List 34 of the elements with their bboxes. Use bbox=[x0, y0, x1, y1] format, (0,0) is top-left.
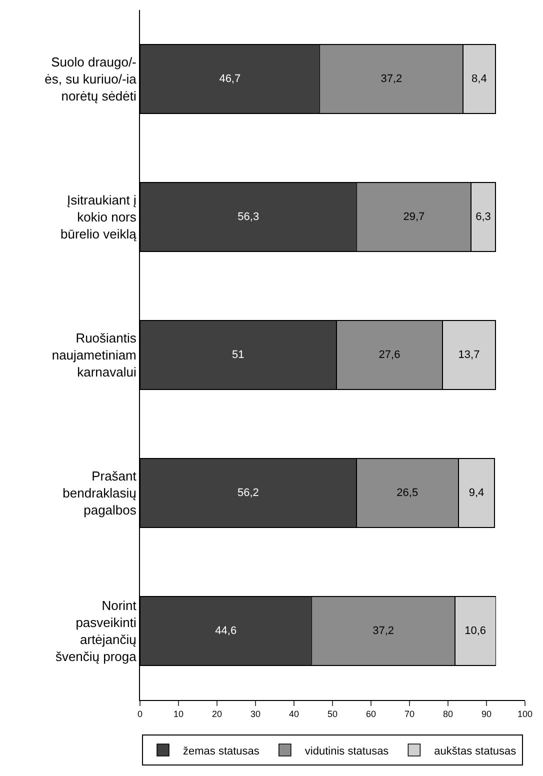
x-tick-label: 70 bbox=[404, 708, 415, 719]
x-tick-label: 90 bbox=[481, 708, 492, 719]
x-tick-label: 50 bbox=[327, 708, 338, 719]
data-label: 51 bbox=[232, 349, 244, 361]
y-tick-label: Suolo draugo/- ės, su kuriuo/-ia norėtų sėdėti bbox=[44, 54, 138, 104]
x-tick-label: 60 bbox=[366, 708, 376, 719]
data-label: 29,7 bbox=[403, 211, 425, 223]
data-label: 9,4 bbox=[468, 487, 484, 499]
y-tick-label: Įsitraukiant į kokio nors būrelio veiklą bbox=[60, 192, 138, 242]
x-tick-label: 0 bbox=[137, 708, 143, 719]
x-tick-label: 30 bbox=[250, 708, 261, 719]
data-label: 46,7 bbox=[219, 73, 241, 85]
x-tick-label: 20 bbox=[212, 708, 222, 719]
x-tick-label: 80 bbox=[442, 708, 454, 719]
legend-label: aukštas statusas bbox=[434, 745, 517, 758]
legend-label: žemas statusas bbox=[183, 745, 260, 758]
data-label: 10,6 bbox=[464, 625, 486, 637]
legend-label: vidutinis statusas bbox=[304, 745, 390, 758]
data-label: 13,7 bbox=[458, 349, 480, 361]
data-label: 27,6 bbox=[378, 349, 400, 361]
data-label: 56,3 bbox=[238, 211, 260, 223]
x-tick-label: 100 bbox=[517, 708, 533, 719]
x-tick-label: 40 bbox=[288, 708, 300, 719]
data-label: 6,3 bbox=[476, 211, 491, 223]
data-label: 26,5 bbox=[396, 487, 418, 499]
y-tick-label: Norint pasveikinti artėjančių švenčių proga bbox=[55, 598, 138, 664]
data-label: 37,2 bbox=[372, 625, 394, 637]
data-label: 56,2 bbox=[237, 487, 259, 499]
x-tick-label: 10 bbox=[173, 708, 184, 719]
y-tick-label: Prašant bendraklasių pagalbos bbox=[62, 468, 137, 518]
data-label: 8,4 bbox=[472, 73, 487, 85]
data-label: 44,6 bbox=[215, 625, 237, 637]
data-label: 37,2 bbox=[380, 73, 402, 85]
y-tick-label: Ruošiantis naujametiniam karnavalui bbox=[52, 330, 137, 380]
